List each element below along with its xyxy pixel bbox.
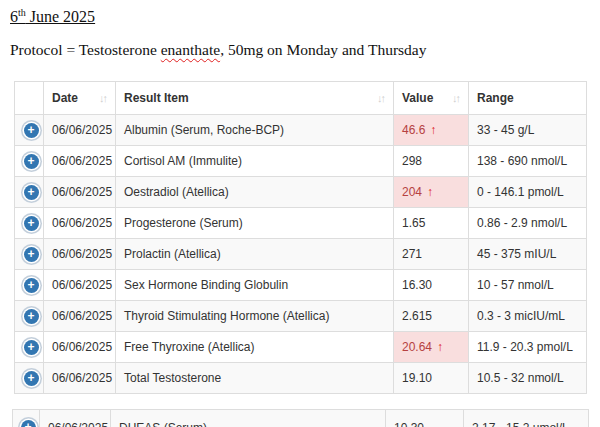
date-cell: 06/06/2025: [44, 301, 116, 332]
table-header-row: Date ↓↑ Result Item ↓↑ Value ↓↑ Range: [15, 82, 587, 115]
result-item-cell: Prolactin (Atellica): [116, 239, 394, 270]
date-cell: 06/06/2025: [44, 239, 116, 270]
protocol-text-after: , 50mg on Monday and Thursday: [220, 41, 426, 58]
column-header-range: Range: [469, 82, 587, 115]
table-row: +06/06/2025Free Thyroxine (Atellica)20.6…: [15, 332, 587, 363]
expand-cell: +: [15, 208, 44, 239]
table-row: +06/06/2025Oestradiol (Atellica)204↑0 - …: [15, 177, 587, 208]
secondary-table-container: +06/06/2025DHEAS (Serum)10.302.17 - 15.2…: [12, 409, 600, 427]
high-value-arrow-icon: ↑: [427, 185, 433, 199]
column-header-date[interactable]: Date ↓↑: [44, 82, 116, 115]
table-row: +06/06/2025Sex Hormone Binding Globulin1…: [15, 270, 587, 301]
column-header-label: Result Item: [124, 91, 189, 105]
protocol-line: Protocol = Testosterone enanthate, 50mg …: [10, 41, 600, 59]
table-row: +06/06/2025Total Testosterone19.1010.5 -…: [15, 363, 587, 394]
result-item-cell: DHEAS (Serum): [111, 410, 386, 427]
expand-cell: +: [15, 146, 44, 177]
table-row: +06/06/2025Albumin (Serum, Roche-BCP)46.…: [15, 115, 587, 146]
date-cell: 06/06/2025: [44, 363, 116, 394]
range-cell: 11.9 - 20.3 pmol/L: [469, 332, 587, 363]
expand-row-button[interactable]: +: [24, 123, 39, 138]
column-header-value[interactable]: Value ↓↑: [394, 82, 469, 115]
value-cell: 10.30: [386, 410, 464, 427]
value-cell: 20.64↑: [394, 332, 469, 363]
value-cell: 16.30: [394, 270, 469, 301]
result-item-cell: Free Thyroxine (Atellica): [116, 332, 394, 363]
table-row: +06/06/2025Cortisol AM (Immulite)298138 …: [15, 146, 587, 177]
expand-cell: +: [15, 301, 44, 332]
table-row: +06/06/2025DHEAS (Serum)10.302.17 - 15.2…: [13, 410, 589, 427]
value-cell: 298: [394, 146, 469, 177]
value-cell: 46.6↑: [394, 115, 469, 146]
results-table-container: Date ↓↑ Result Item ↓↑ Value ↓↑ Range: [14, 81, 600, 394]
result-item-cell: Oestradiol (Atellica): [116, 177, 394, 208]
sort-icon: ↓↑: [99, 92, 108, 104]
date-cell: 06/06/2025: [44, 208, 116, 239]
value-cell: 1.65: [394, 208, 469, 239]
expand-row-button[interactable]: +: [24, 185, 39, 200]
result-item-cell: Total Testosterone: [116, 363, 394, 394]
column-header-label: Value: [402, 91, 433, 105]
sort-icon: ↓↑: [377, 92, 386, 104]
table-row: +06/06/2025Thyroid Stimulating Hormone (…: [15, 301, 587, 332]
secondary-results-table: +06/06/2025DHEAS (Serum)10.302.17 - 15.2…: [12, 409, 589, 427]
range-cell: 33 - 45 g/L: [469, 115, 587, 146]
expand-row-button[interactable]: +: [24, 216, 39, 231]
high-value-arrow-icon: ↑: [437, 340, 443, 354]
value-cell: 2.615: [394, 301, 469, 332]
result-item-cell: Albumin (Serum, Roche-BCP): [116, 115, 394, 146]
expand-row-button[interactable]: +: [21, 420, 36, 427]
expand-cell: +: [15, 363, 44, 394]
expand-cell: +: [15, 270, 44, 301]
sort-icon: ↓↑: [452, 92, 461, 104]
result-item-cell: Cortisol AM (Immulite): [116, 146, 394, 177]
expand-row-button[interactable]: +: [24, 278, 39, 293]
heading-ordinal: th: [18, 7, 26, 18]
results-table: Date ↓↑ Result Item ↓↑ Value ↓↑ Range: [14, 81, 587, 394]
result-item-cell: Progesterone (Serum): [116, 208, 394, 239]
date-cell: 06/06/2025: [44, 332, 116, 363]
page-title: 6th June 2025: [10, 8, 600, 26]
range-cell: 0.86 - 2.9 nmol/L: [469, 208, 587, 239]
date-cell: 06/06/2025: [44, 177, 116, 208]
column-header-label: Range: [477, 91, 514, 105]
expand-row-button[interactable]: +: [24, 154, 39, 169]
value-cell: 271: [394, 239, 469, 270]
page: 6th June 2025 Protocol = Testosterone en…: [0, 0, 600, 427]
range-cell: 10.5 - 32 nmol/L: [469, 363, 587, 394]
column-header-label: Date: [52, 91, 78, 105]
expand-column-header: [15, 82, 44, 115]
table-row: +06/06/2025Progesterone (Serum)1.650.86 …: [15, 208, 587, 239]
expand-row-button[interactable]: +: [24, 309, 39, 324]
expand-row-button[interactable]: +: [24, 340, 39, 355]
heading-rest: June 2025: [26, 8, 95, 25]
range-cell: 138 - 690 nmol/L: [469, 146, 587, 177]
expand-cell: +: [15, 332, 44, 363]
high-value-arrow-icon: ↑: [430, 123, 436, 137]
result-item-cell: Sex Hormone Binding Globulin: [116, 270, 394, 301]
expand-cell: +: [15, 115, 44, 146]
heading-day: 6: [10, 8, 18, 25]
value-cell: 19.10: [394, 363, 469, 394]
value-cell: 204↑: [394, 177, 469, 208]
range-cell: 0 - 146.1 pmol/L: [469, 177, 587, 208]
expand-cell: +: [15, 177, 44, 208]
range-cell: 2.17 - 15.2 umol/L: [464, 410, 589, 427]
table-row: +06/06/2025Prolactin (Atellica)27145 - 3…: [15, 239, 587, 270]
column-header-result-item[interactable]: Result Item ↓↑: [116, 82, 394, 115]
date-cell: 06/06/2025: [44, 115, 116, 146]
date-cell: 06/06/2025: [40, 410, 111, 427]
expand-cell: +: [13, 410, 40, 427]
expand-cell: +: [15, 239, 44, 270]
protocol-misspelled-word: enanthate: [161, 41, 220, 58]
date-cell: 06/06/2025: [44, 146, 116, 177]
date-cell: 06/06/2025: [44, 270, 116, 301]
expand-row-button[interactable]: +: [24, 371, 39, 386]
expand-row-button[interactable]: +: [24, 247, 39, 262]
range-cell: 10 - 57 nmol/L: [469, 270, 587, 301]
result-item-cell: Thyroid Stimulating Hormone (Atellica): [116, 301, 394, 332]
range-cell: 0.3 - 3 micIU/mL: [469, 301, 587, 332]
range-cell: 45 - 375 mIU/L: [469, 239, 587, 270]
protocol-text-before: Protocol = Testosterone: [10, 41, 161, 58]
